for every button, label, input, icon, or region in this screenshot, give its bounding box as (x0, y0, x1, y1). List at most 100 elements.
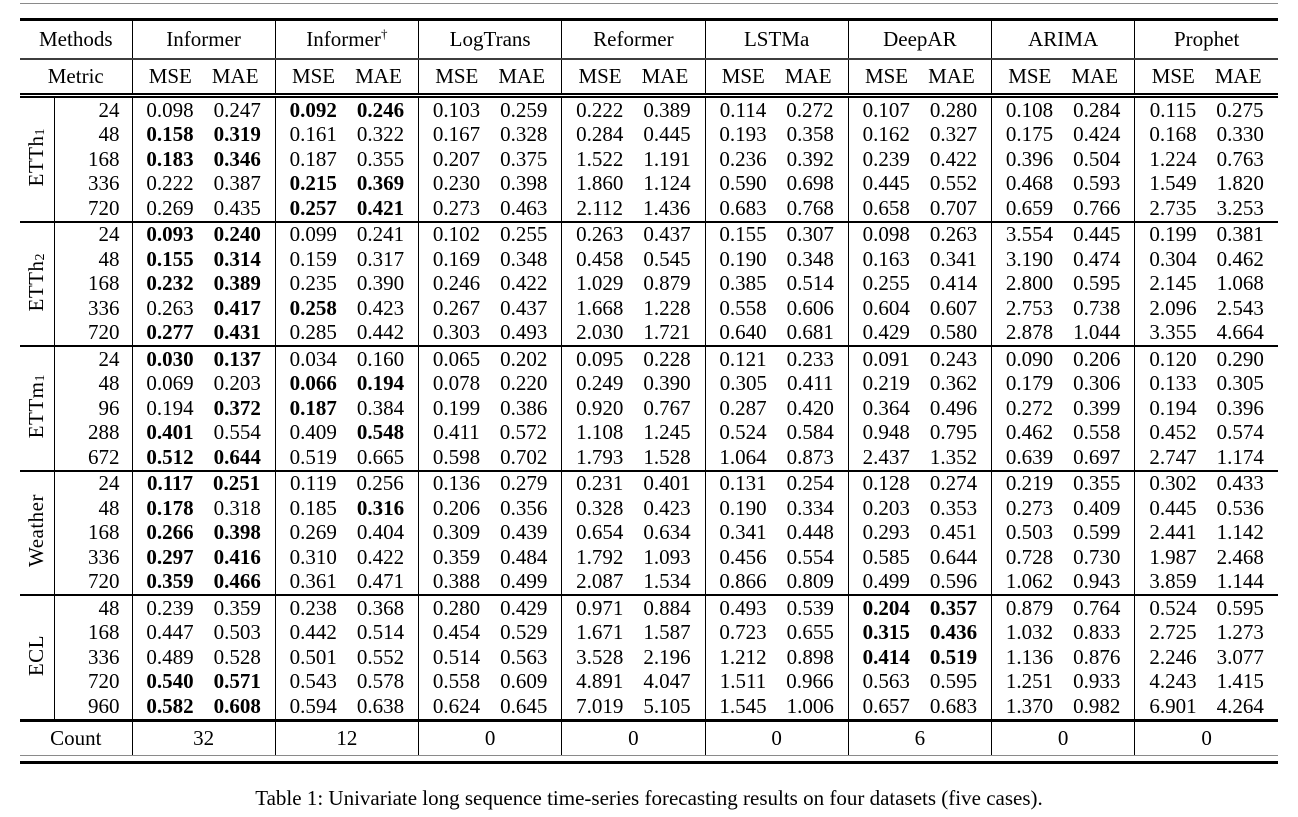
metric-header-reformer: MSE MAE (561, 59, 705, 98)
method-header-informer: Informer (131, 19, 276, 60)
table-row: 336 0.489 0.528 0.501 0.552 0.514 0.563 3.528 2.… (20, 645, 1278, 670)
value-cell-logtrans: 0.207 0.375 (417, 147, 562, 172)
value-cell-informer-dagger: 0.269 0.404 (274, 520, 419, 545)
value-cell-reformer: 1.108 1.245 (561, 420, 705, 445)
value-cell-logtrans: 0.598 0.702 (417, 445, 562, 471)
value-cell-informer: 0.098 0.247 (131, 95, 276, 123)
metric-header-prophet: MSE MAE (1134, 59, 1278, 98)
table-row: ETTm1 24 0.030 0.137 0.034 0.160 0.065 0.202 0.0… (20, 346, 1278, 438)
horizon-cell: 672 (53, 445, 132, 471)
value-cell-informer: 0.266 0.398 (131, 520, 276, 545)
value-cell-informer: 0.359 0.466 (131, 569, 276, 595)
horizon-cell: 48 (53, 496, 132, 521)
value-cell-arima: 2.878 1.044 (990, 320, 1135, 346)
value-cell-prophet: 3.355 4.664 (1134, 320, 1278, 346)
table-row: 168 0.266 0.398 0.269 0.404 0.309 0.439 0.654 0.… (20, 520, 1278, 545)
table-row: 168 0.447 0.503 0.442 0.514 0.454 0.529 1.671 1.… (20, 620, 1278, 645)
value-cell-prophet: 0.199 0.381 (1134, 221, 1278, 247)
value-cell-prophet: 0.120 0.290 (1134, 346, 1278, 372)
value-cell-prophet: 2.246 3.077 (1134, 645, 1278, 670)
value-cell-informer-dagger: 0.092 0.246 (274, 95, 419, 123)
method-header-informer-dagger: Informer† (274, 19, 419, 60)
methods-corner-label: Methods (20, 19, 132, 60)
value-cell-logtrans: 0.065 0.202 (417, 346, 562, 372)
value-cell-informer-dagger: 0.409 0.548 (274, 420, 419, 445)
table-row: 48 0.069 0.203 0.066 0.194 0.078 0.220 0.249 0.3… (20, 371, 1278, 396)
value-cell-informer: 0.401 0.554 (131, 420, 276, 445)
count-row: Count 32 12 0 0 0 6 0 0 (20, 720, 1278, 756)
table-row: 48 0.158 0.319 0.161 0.322 0.167 0.328 0.284 0.4… (20, 122, 1278, 147)
value-cell-reformer: 0.222 0.389 (561, 95, 705, 123)
value-cell-reformer: 1.860 1.124 (561, 171, 705, 196)
horizon-cell: 48 (53, 247, 132, 272)
value-cell-informer: 0.297 0.416 (131, 545, 276, 570)
value-cell-prophet: 0.115 0.275 (1134, 95, 1278, 123)
horizon-cell: 336 (53, 296, 132, 321)
value-cell-reformer: 0.458 0.545 (561, 247, 705, 272)
dagger-mark: † (380, 26, 388, 41)
table-row: 48 0.155 0.314 0.159 0.317 0.169 0.348 0.458 0.5… (20, 247, 1278, 272)
value-cell-prophet: 0.168 0.330 (1134, 122, 1278, 147)
value-cell-logtrans: 0.303 0.493 (417, 320, 562, 346)
horizon-cell: 720 (53, 320, 132, 346)
table-row: 720 0.277 0.431 0.285 0.442 0.303 0.493 2.030 1.… (20, 320, 1278, 346)
method-header-logtrans: LogTrans (417, 19, 562, 60)
value-cell-reformer: 0.231 0.401 (561, 470, 705, 496)
horizon-cell: 24 (53, 221, 132, 247)
table-caption: Table 1: Univariate long sequence time-s… (255, 785, 1043, 810)
group-etth2: ETTh2 24 0.093 0.240 0.099 0.241 0.102 0.255 0.2… (20, 221, 1278, 346)
value-cell-lstma: 0.236 0.392 (704, 147, 849, 172)
value-cell-lstma: 0.456 0.554 (704, 545, 849, 570)
value-cell-deepar: 0.204 0.357 (847, 595, 992, 621)
value-cell-logtrans: 0.280 0.429 (417, 595, 562, 621)
count-cell-lstma: 0 (704, 720, 849, 756)
value-cell-informer: 0.158 0.319 (131, 122, 276, 147)
value-cell-deepar: 0.499 0.596 (847, 569, 992, 595)
value-cell-deepar: 0.203 0.353 (847, 496, 992, 521)
value-cell-reformer: 0.284 0.445 (561, 122, 705, 147)
value-cell-informer: 0.582 0.608 (131, 694, 276, 720)
value-cell-logtrans: 0.103 0.259 (417, 95, 562, 123)
value-cell-lstma: 0.287 0.420 (704, 396, 849, 421)
value-cell-reformer: 2.030 1.721 (561, 320, 705, 346)
value-cell-lstma: 0.524 0.584 (704, 420, 849, 445)
method-header-lstma: LSTMa (704, 19, 849, 60)
value-cell-logtrans: 0.454 0.529 (417, 620, 562, 645)
value-cell-prophet: 4.243 1.415 (1134, 669, 1278, 694)
value-cell-logtrans: 0.246 0.422 (417, 271, 562, 296)
table-row: 336 0.297 0.416 0.310 0.422 0.359 0.484 1.792 1.… (20, 545, 1278, 570)
count-cell-informer-dagger: 12 (274, 720, 419, 756)
metric-header-informer: MSE MAE (131, 59, 276, 98)
value-cell-informer-dagger: 0.594 0.638 (274, 694, 419, 720)
count-cell-reformer: 0 (561, 720, 705, 756)
value-cell-informer-dagger: 0.258 0.423 (274, 296, 419, 321)
group-ecl: ECL 48 0.239 0.359 0.238 0.368 0.280 0.429 0.971… (20, 595, 1278, 720)
value-cell-informer: 0.222 0.387 (131, 171, 276, 196)
value-cell-prophet: 0.445 0.536 (1134, 496, 1278, 521)
value-cell-lstma: 1.064 0.873 (704, 445, 849, 471)
value-cell-lstma: 0.493 0.539 (704, 595, 849, 621)
value-cell-arima: 1.032 0.833 (990, 620, 1135, 645)
value-cell-prophet: 2.747 1.174 (1134, 445, 1278, 471)
results-table-frame: Methods Informer Informer† LogTrans Reforme… (20, 3, 1278, 764)
horizon-cell: 960 (53, 694, 132, 720)
horizon-cell: 48 (53, 595, 132, 621)
value-cell-lstma: 0.114 0.272 (704, 95, 849, 123)
dataset-label-etth2: ETTh2 (24, 252, 49, 311)
value-cell-lstma: 1.511 0.966 (704, 669, 849, 694)
value-cell-informer-dagger: 0.310 0.422 (274, 545, 419, 570)
value-cell-prophet: 1.987 2.468 (1134, 545, 1278, 570)
value-cell-deepar: 0.414 0.519 (847, 645, 992, 670)
value-cell-reformer: 1.029 0.879 (561, 271, 705, 296)
value-cell-deepar: 0.107 0.280 (847, 95, 992, 123)
horizon-cell: 24 (53, 95, 132, 123)
value-cell-informer: 0.183 0.346 (131, 147, 276, 172)
value-cell-deepar: 2.437 1.352 (847, 445, 992, 471)
value-cell-deepar: 0.255 0.414 (847, 271, 992, 296)
table-row: 720 0.540 0.571 0.543 0.578 0.558 0.609 4.891 4.… (20, 669, 1278, 694)
value-cell-lstma: 0.640 0.681 (704, 320, 849, 346)
value-cell-lstma: 0.155 0.307 (704, 221, 849, 247)
table-row: 672 0.512 0.644 0.519 0.665 0.598 0.702 1.793 1.… (20, 445, 1278, 471)
value-cell-arima: 0.179 0.306 (990, 371, 1135, 396)
value-cell-logtrans: 0.624 0.645 (417, 694, 562, 720)
